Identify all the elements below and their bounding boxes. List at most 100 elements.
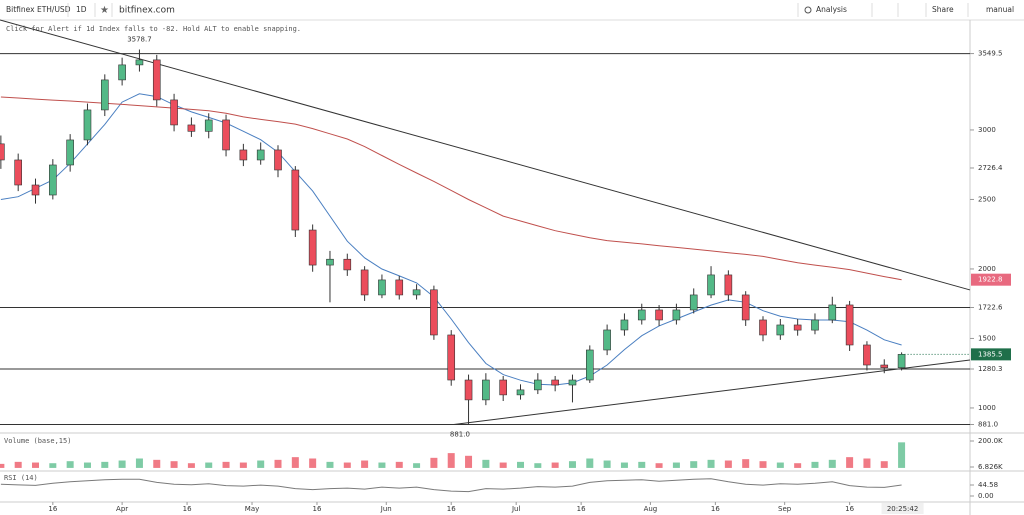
candle-body	[170, 99, 178, 126]
y-tick-label: 2500	[978, 195, 996, 203]
x-tick-label: 16	[313, 505, 322, 513]
candle-body	[655, 309, 663, 321]
candle-body	[534, 379, 542, 391]
volume-bar	[742, 459, 750, 468]
y-tick-label: 1722.6	[978, 304, 1003, 312]
volume-bar	[118, 460, 126, 468]
candle-body	[603, 329, 611, 351]
volume-bar	[274, 459, 282, 468]
moving-average	[0, 96, 902, 281]
volume-bar	[222, 461, 230, 468]
candle-body	[568, 379, 577, 386]
y-tick-label: 3549.5	[978, 50, 1003, 58]
x-tick-label: 16	[711, 505, 720, 513]
volume-bar	[534, 463, 542, 468]
candle-body	[66, 139, 74, 166]
mode[interactable]: manual	[986, 5, 1014, 14]
volume-bar	[135, 458, 143, 468]
candle-body	[343, 258, 352, 271]
candle-body	[14, 159, 22, 186]
candle-body	[551, 379, 559, 386]
volume-bar	[620, 462, 628, 468]
volume-bar	[846, 457, 854, 468]
trendline	[453, 359, 971, 425]
volume-bar	[482, 459, 490, 468]
candle-body	[0, 143, 5, 161]
trendline	[0, 19, 971, 291]
volume-bar	[724, 460, 732, 468]
volume-bar	[0, 463, 5, 468]
x-tick-label: 16	[845, 505, 854, 513]
candle-body	[482, 379, 490, 401]
price-label-box	[971, 273, 1011, 286]
favorite-star[interactable]: ★	[100, 5, 109, 16]
volume-bar	[205, 462, 213, 468]
rsi-tick-label: 44.58	[978, 481, 998, 489]
candle-body	[152, 59, 161, 101]
volume-bar	[586, 458, 594, 468]
volume-bar	[343, 462, 351, 468]
x-tick-label: Jun	[380, 505, 392, 513]
volume-bar	[32, 462, 40, 468]
volume-bar	[413, 463, 421, 468]
volume-bar	[187, 463, 195, 468]
interval[interactable]: 1D	[76, 5, 87, 14]
candle-body	[430, 289, 438, 336]
candle-body	[100, 79, 109, 111]
candle-body	[274, 149, 282, 171]
volume-bar	[776, 462, 784, 468]
candle-body	[499, 379, 507, 396]
price-label: 1385.5	[978, 350, 1003, 358]
x-tick-label: Jul	[511, 505, 521, 513]
candle-body	[239, 149, 248, 161]
candle-body	[811, 319, 819, 331]
candle-body	[672, 309, 681, 321]
candle-body	[412, 289, 421, 296]
volume-bar	[291, 457, 299, 468]
volume-bar	[447, 453, 455, 468]
volume-bar	[759, 461, 767, 468]
candle-body	[83, 109, 92, 141]
volume-bar	[101, 461, 109, 468]
volume-bar	[83, 462, 91, 468]
eye-icon[interactable]	[804, 6, 812, 14]
candle-body	[776, 324, 785, 336]
volume-bar	[603, 460, 611, 468]
candle-body	[135, 59, 144, 66]
candle-body	[118, 64, 126, 81]
candle-body	[31, 184, 40, 196]
volume-bar	[880, 461, 888, 468]
rsi-line	[0, 478, 902, 493]
volume-bar	[811, 461, 819, 468]
share[interactable]: Share	[932, 5, 954, 14]
volume-bar	[326, 461, 334, 468]
x-tick-label: 16	[183, 505, 192, 513]
y-tick-label: 2000	[978, 265, 996, 273]
candle-body	[880, 364, 889, 368]
candle-body	[828, 304, 837, 321]
y-tick-label: 881.0	[978, 420, 998, 428]
y-tick-label: 1500	[978, 334, 996, 342]
volume-bar	[153, 459, 161, 468]
candle-body	[897, 354, 906, 368]
volume-bar	[828, 459, 836, 468]
candle-body	[620, 319, 629, 331]
candle-body	[395, 279, 404, 296]
candle-body	[637, 309, 646, 321]
candle-body	[256, 149, 265, 161]
volume-bar	[170, 461, 178, 468]
volume-bar	[361, 460, 369, 468]
y-tick-label: 1280.3	[978, 365, 1003, 373]
candle-body	[49, 164, 57, 196]
volume-bar	[14, 461, 22, 468]
site[interactable]: bitfinex.com	[119, 6, 175, 16]
analysis[interactable]: Analysis	[816, 5, 847, 14]
volume-bar	[465, 455, 473, 468]
volume-bar	[707, 459, 715, 468]
symbol[interactable]: Bitfinex ETH/USD	[6, 5, 71, 14]
candle-body	[204, 119, 213, 132]
moving-average	[0, 93, 902, 386]
candle-body	[464, 379, 473, 401]
